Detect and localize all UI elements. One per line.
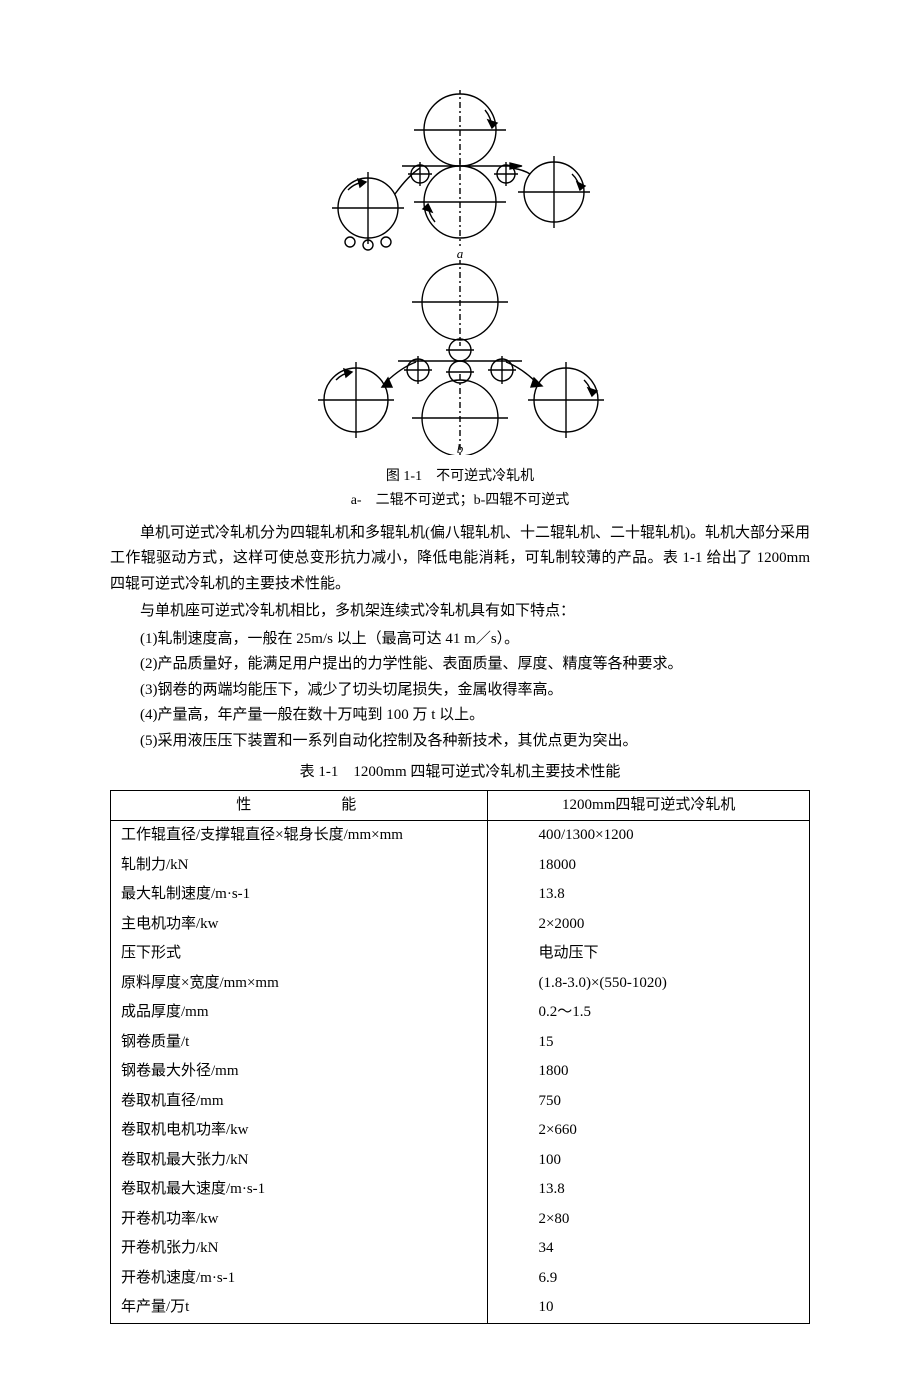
figure-caption: 图 1-1 不可逆式冷轧机 — [110, 465, 810, 489]
table-row: 钢卷质量/t15 — [111, 1028, 810, 1058]
table-row: 卷取机最大张力/kN100 — [111, 1146, 810, 1176]
list-item-2: (2)产品质量好，能满足用户提出的力学性能、表面质量、厚度、精度等各种要求。 — [110, 652, 810, 678]
table-cell-value: 13.8 — [488, 880, 810, 910]
table-cell-label: 卷取机最大速度/m·s-1 — [111, 1175, 488, 1205]
table-row: 卷取机最大速度/m·s-113.8 — [111, 1175, 810, 1205]
table-row: 开卷机张力/kN34 — [111, 1234, 810, 1264]
table-cell-label: 卷取机电机功率/kw — [111, 1116, 488, 1146]
table-cell-value: 2×660 — [488, 1116, 810, 1146]
table-row: 成品厚度/mm0.2～1.5 — [111, 998, 810, 1028]
table-cell-label: 压下形式 — [111, 939, 488, 969]
svg-text:b: b — [457, 441, 464, 455]
table-cell-value: (1.8-3.0)×(550-1020) — [488, 969, 810, 999]
table-cell-value: 10 — [488, 1293, 810, 1323]
paragraph-1: 单机可逆式冷轧机分为四辊轧机和多辊轧机(偏八辊轧机、十二辊轧机、二十辊轧机)。轧… — [110, 521, 810, 598]
table-cell-label: 卷取机直径/mm — [111, 1087, 488, 1117]
table-cell-value: 电动压下 — [488, 939, 810, 969]
figure-diagrams: a — [110, 90, 810, 455]
table-cell-label: 轧制力/kN — [111, 851, 488, 881]
document-page: a — [0, 0, 920, 1384]
table-cell-label: 卷取机最大张力/kN — [111, 1146, 488, 1176]
table-cell-value: 34 — [488, 1234, 810, 1264]
table-row: 开卷机速度/m·s-16.9 — [111, 1264, 810, 1294]
table-cell-label: 开卷机张力/kN — [111, 1234, 488, 1264]
table-cell-value: 13.8 — [488, 1175, 810, 1205]
diagram-b-svg: b — [290, 260, 630, 455]
table-cell-label: 开卷机速度/m·s-1 — [111, 1264, 488, 1294]
table-row: 卷取机直径/mm750 — [111, 1087, 810, 1117]
table-row: 主电机功率/kw2×2000 — [111, 910, 810, 940]
table-row: 年产量/万t10 — [111, 1293, 810, 1323]
table-cell-label: 成品厚度/mm — [111, 998, 488, 1028]
table-caption: 表 1-1 1200mm 四辊可逆式冷轧机主要技术性能 — [110, 760, 810, 786]
list-item-5: (5)采用液压压下装置和一系列自动化控制及各种新技术，其优点更为突出。 — [110, 729, 810, 755]
table-cell-value: 400/1300×1200 — [488, 821, 810, 851]
table-cell-label: 开卷机功率/kw — [111, 1205, 488, 1235]
table-head-col1: 性 能 — [111, 790, 488, 821]
table-cell-value: 100 — [488, 1146, 810, 1176]
table-cell-value: 6.9 — [488, 1264, 810, 1294]
table-cell-value: 2×2000 — [488, 910, 810, 940]
table-cell-value: 18000 — [488, 851, 810, 881]
list-item-1: (1)轧制速度高，一般在 25m/s 以上（最高可达 41 m／s）。 — [110, 627, 810, 653]
table-row: 压下形式电动压下 — [111, 939, 810, 969]
table-row: 最大轧制速度/m·s-113.8 — [111, 880, 810, 910]
table-cell-label: 工作辊直径/支撑辊直径×辊身长度/mm×mm — [111, 821, 488, 851]
diagram-a-svg: a — [310, 90, 610, 260]
table-row: 开卷机功率/kw2×80 — [111, 1205, 810, 1235]
table-cell-label: 钢卷质量/t — [111, 1028, 488, 1058]
table-head-col2: 1200mm四辊可逆式冷轧机 — [488, 790, 810, 821]
paragraph-2: 与单机座可逆式冷轧机相比，多机架连续式冷轧机具有如下特点： — [110, 599, 810, 625]
table-cell-value: 2×80 — [488, 1205, 810, 1235]
table-row: 工作辊直径/支撑辊直径×辊身长度/mm×mm400/1300×1200 — [111, 821, 810, 851]
table-row: 卷取机电机功率/kw2×660 — [111, 1116, 810, 1146]
svg-text:a: a — [457, 246, 464, 260]
table-cell-label: 最大轧制速度/m·s-1 — [111, 880, 488, 910]
table-cell-value: 0.2～1.5 — [488, 998, 810, 1028]
table-cell-label: 原料厚度×宽度/mm×mm — [111, 969, 488, 999]
spec-table: 性 能 1200mm四辊可逆式冷轧机 工作辊直径/支撑辊直径×辊身长度/mm×m… — [110, 790, 810, 1324]
figure-subcaption: a- 二辊不可逆式；b-四辊不可逆式 — [110, 489, 810, 513]
list-item-4: (4)产量高，年产量一般在数十万吨到 100 万 t 以上。 — [110, 703, 810, 729]
table-row: 钢卷最大外径/mm1800 — [111, 1057, 810, 1087]
table-cell-label: 钢卷最大外径/mm — [111, 1057, 488, 1087]
table-cell-label: 年产量/万t — [111, 1293, 488, 1323]
table-cell-value: 1800 — [488, 1057, 810, 1087]
table-cell-label: 主电机功率/kw — [111, 910, 488, 940]
table-header-row: 性 能 1200mm四辊可逆式冷轧机 — [111, 790, 810, 821]
table-row: 轧制力/kN18000 — [111, 851, 810, 881]
table-cell-value: 750 — [488, 1087, 810, 1117]
table-row: 原料厚度×宽度/mm×mm(1.8-3.0)×(550-1020) — [111, 969, 810, 999]
table-cell-value: 15 — [488, 1028, 810, 1058]
list-item-3: (3)钢卷的两端均能压下，减少了切头切尾损失，金属收得率高。 — [110, 678, 810, 704]
